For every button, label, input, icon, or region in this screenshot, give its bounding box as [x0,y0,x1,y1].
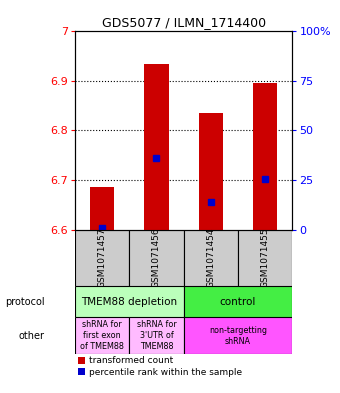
Text: TMEM88 depletion: TMEM88 depletion [81,297,177,307]
Text: shRNA for
first exon
of TMEM88: shRNA for first exon of TMEM88 [80,320,124,351]
Text: GSM1071454: GSM1071454 [206,228,215,288]
Text: GSM1071455: GSM1071455 [261,228,270,288]
Title: GDS5077 / ILMN_1714400: GDS5077 / ILMN_1714400 [102,16,266,29]
Text: non-targetting
shRNA: non-targetting shRNA [209,325,267,346]
Bar [75,317,129,354]
Text: control: control [220,297,256,307]
Bar [75,230,129,286]
Bar [238,230,292,286]
Bar [129,230,184,286]
Legend: transformed count, percentile rank within the sample: transformed count, percentile rank withi… [77,355,243,378]
Bar [184,230,238,286]
Bar [199,113,223,230]
Text: shRNA for
3'UTR of
TMEM88: shRNA for 3'UTR of TMEM88 [137,320,176,351]
Text: GSM1071456: GSM1071456 [152,228,161,288]
Text: GSM1071457: GSM1071457 [98,228,106,288]
Text: other: other [19,331,45,341]
Bar [184,286,292,317]
Bar [75,286,184,317]
Bar [184,317,292,354]
Text: protocol: protocol [5,297,45,307]
Bar [253,83,277,230]
Bar [129,317,184,354]
Bar [144,64,169,230]
Bar [90,187,114,230]
